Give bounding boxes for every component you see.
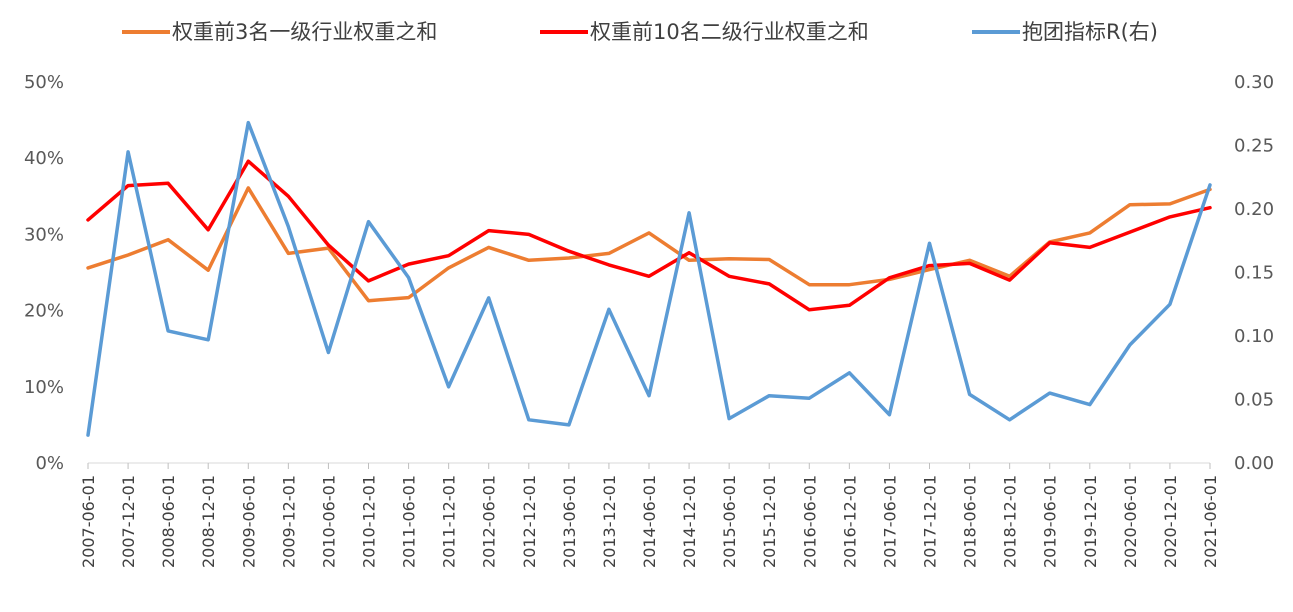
x-tick-label: 2011-06-01 xyxy=(400,475,419,568)
x-tick-label: 2008-06-01 xyxy=(159,475,178,568)
x-tick-label: 2008-12-01 xyxy=(199,475,218,568)
series-line-2 xyxy=(86,120,1212,437)
x-tick-label: 2014-06-01 xyxy=(640,475,659,568)
y-right-tick-label: 0.20 xyxy=(1234,199,1274,220)
legend-label-2: 抱团指标R(右) xyxy=(1022,20,1158,44)
x-tick-label: 2020-12-01 xyxy=(1161,475,1180,568)
y-right-tick-label: 0.15 xyxy=(1234,263,1274,284)
x-tick-label: 2012-06-01 xyxy=(480,475,499,568)
x-tick-label: 2017-12-01 xyxy=(921,475,940,568)
series-line-0 xyxy=(86,186,1212,303)
axes: 0% 10% 20% 30% 40% 50% 0.00 0.05 0.10 0.15 0.20 0.2… xyxy=(24,72,1274,568)
y-right-tick-label: 0.05 xyxy=(1234,390,1274,411)
y-right-tick-label: 0.30 xyxy=(1234,72,1274,93)
y-right-tick-label: 0.00 xyxy=(1234,453,1274,474)
x-tick-label: 2013-12-01 xyxy=(600,475,619,568)
x-tick-label: 2016-06-01 xyxy=(800,475,819,568)
x-tick-label: 2016-12-01 xyxy=(840,475,859,568)
x-tick-label: 2009-06-01 xyxy=(239,475,258,568)
y-left-tick-label: 20% xyxy=(24,301,64,322)
legend-label-1: 权重前10名二级行业权重之和 xyxy=(590,20,869,44)
series-line-1 xyxy=(86,159,1212,312)
x-tick-label: 2014-12-01 xyxy=(680,475,699,568)
x-tick-label: 2007-12-01 xyxy=(119,475,138,568)
x-tick-label: 2021-06-01 xyxy=(1201,475,1220,568)
y-left-tick-label: 10% xyxy=(24,377,64,398)
x-tick-label: 2018-06-01 xyxy=(961,475,980,568)
series-lines xyxy=(86,120,1212,437)
x-tick-label: 2015-06-01 xyxy=(720,475,739,568)
y-right-tick-label: 0.10 xyxy=(1234,326,1274,347)
x-tick-label: 2011-12-01 xyxy=(440,475,459,568)
legend-label-0: 权重前3名一级行业权重之和 xyxy=(172,20,437,44)
x-tick-label: 2009-12-01 xyxy=(279,475,298,568)
x-tick-label: 2013-06-01 xyxy=(560,475,579,568)
legend: 权重前3名一级行业权重之和 权重前10名二级行业权重之和 抱团指标R(右) xyxy=(122,20,1158,44)
x-tick-label: 2019-12-01 xyxy=(1081,475,1100,568)
x-tick-label: 2010-06-01 xyxy=(319,475,338,568)
y-left-tick-label: 40% xyxy=(24,148,64,169)
y-left-tick-label: 30% xyxy=(24,224,64,245)
y-right-tick-label: 0.25 xyxy=(1234,136,1274,157)
x-tick-label: 2015-12-01 xyxy=(760,475,779,568)
x-tick-label: 2020-06-01 xyxy=(1121,475,1140,568)
y-left-tick-label: 50% xyxy=(24,72,64,93)
x-tick-label: 2019-06-01 xyxy=(1041,475,1060,568)
y-left-tick-label: 0% xyxy=(35,453,64,474)
x-tick-label: 2017-06-01 xyxy=(880,475,899,568)
x-tick-label: 2018-12-01 xyxy=(1001,475,1020,568)
x-tick-label: 2012-12-01 xyxy=(520,475,539,568)
x-tick-label: 2010-12-01 xyxy=(360,475,379,568)
x-tick-label: 2007-06-01 xyxy=(79,475,98,568)
